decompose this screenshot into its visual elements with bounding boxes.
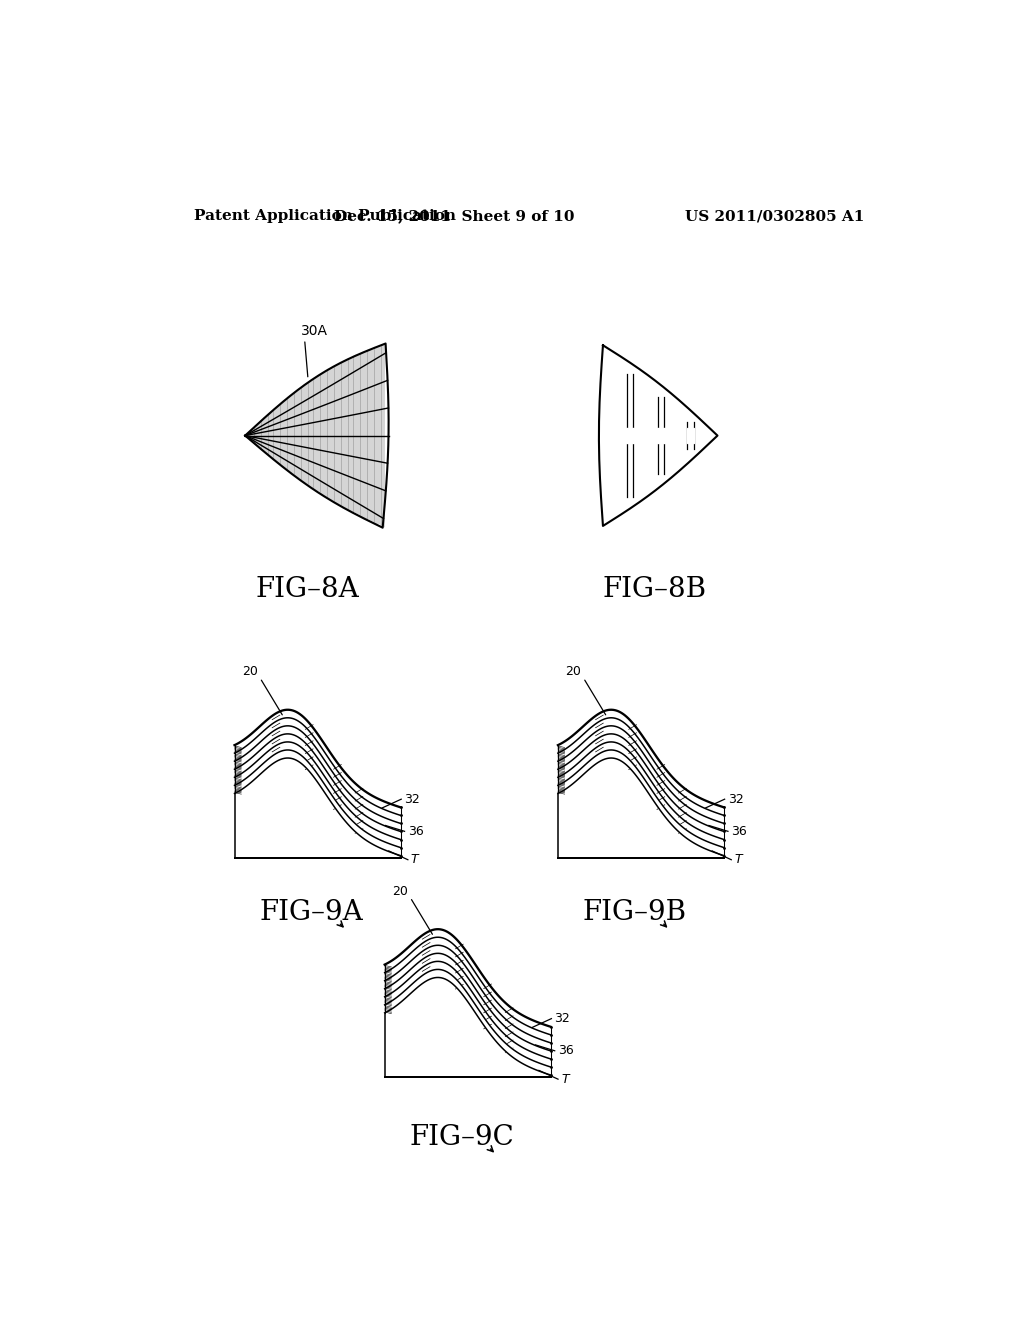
Text: 32: 32	[404, 793, 420, 805]
Text: T: T	[411, 853, 419, 866]
Polygon shape	[632, 428, 634, 444]
Polygon shape	[234, 710, 400, 816]
Text: Dec. 15, 2011  Sheet 9 of 10: Dec. 15, 2011 Sheet 9 of 10	[334, 209, 574, 223]
Polygon shape	[245, 343, 388, 528]
Polygon shape	[385, 929, 551, 1035]
Polygon shape	[234, 718, 400, 824]
Text: 20: 20	[242, 665, 258, 678]
Polygon shape	[664, 428, 665, 444]
Text: 36: 36	[558, 1044, 573, 1057]
Text: US 2011/0302805 A1: US 2011/0302805 A1	[685, 209, 864, 223]
Polygon shape	[558, 742, 724, 847]
Polygon shape	[558, 734, 724, 840]
Polygon shape	[385, 953, 551, 1059]
Polygon shape	[234, 734, 400, 840]
Polygon shape	[626, 428, 628, 444]
Text: FIG–9C: FIG–9C	[410, 1125, 514, 1151]
Polygon shape	[558, 718, 724, 824]
Polygon shape	[558, 750, 724, 855]
Polygon shape	[558, 726, 724, 832]
Text: 36: 36	[408, 825, 423, 838]
Polygon shape	[693, 428, 694, 444]
Polygon shape	[234, 750, 400, 855]
Polygon shape	[385, 961, 551, 1067]
Text: 36: 36	[731, 825, 746, 838]
Text: 32: 32	[554, 1012, 570, 1026]
Text: FIG–8B: FIG–8B	[602, 576, 707, 603]
Text: 30A: 30A	[301, 325, 328, 338]
Polygon shape	[385, 969, 551, 1074]
Text: 20: 20	[565, 665, 581, 678]
Polygon shape	[687, 428, 688, 444]
Text: T: T	[734, 853, 742, 866]
Polygon shape	[657, 428, 658, 444]
Polygon shape	[234, 742, 400, 847]
Polygon shape	[385, 945, 551, 1051]
Text: FIG–9B: FIG–9B	[583, 899, 687, 927]
Text: FIG–9A: FIG–9A	[260, 899, 364, 927]
Polygon shape	[599, 346, 718, 525]
Polygon shape	[558, 710, 724, 816]
Polygon shape	[234, 726, 400, 832]
Polygon shape	[385, 937, 551, 1043]
Text: T: T	[561, 1073, 568, 1085]
Text: FIG–8A: FIG–8A	[256, 576, 359, 603]
Text: 32: 32	[728, 793, 743, 805]
Text: 20: 20	[392, 884, 408, 898]
Text: Patent Application Publication: Patent Application Publication	[194, 209, 456, 223]
